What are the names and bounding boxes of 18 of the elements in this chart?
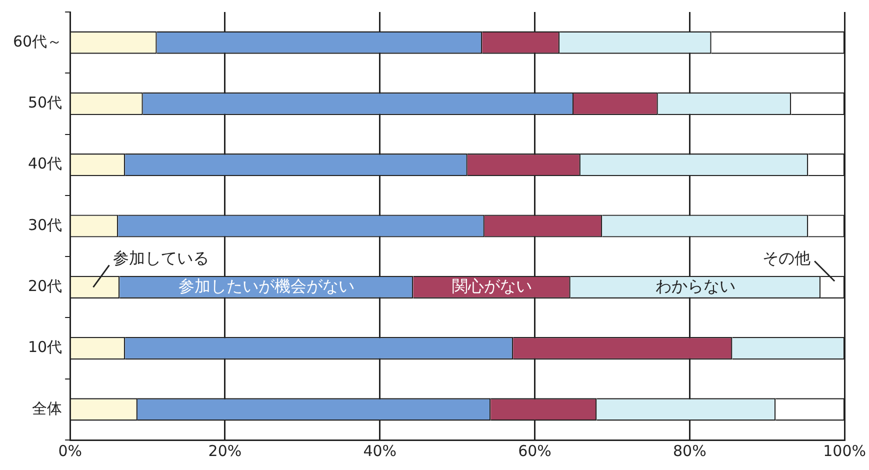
series-label: わからない <box>655 276 736 296</box>
y-tick-label: 40代 <box>28 154 62 173</box>
series-label: 関心がない <box>452 276 532 296</box>
x-tick-label: 40% <box>363 442 397 460</box>
y-tick-label: 20代 <box>28 277 62 296</box>
y-tick-label: 30代 <box>28 216 62 234</box>
y-tick-label: 全体 <box>32 399 62 418</box>
series-label: 参加している <box>113 248 210 268</box>
x-tick-label: 100% <box>823 442 866 460</box>
x-tick-label: 0% <box>58 442 82 460</box>
x-tick-label: 60% <box>518 442 552 460</box>
y-tick-label: 50代 <box>28 94 62 112</box>
y-tick-label: 10代 <box>28 338 62 356</box>
x-tick-label: 80% <box>672 442 706 460</box>
series-label: その他 <box>762 248 811 268</box>
y-tick-label: 60代～ <box>12 32 62 50</box>
series-label: 参加したいが機会がない <box>178 276 354 296</box>
x-tick-label: 20% <box>208 442 242 460</box>
